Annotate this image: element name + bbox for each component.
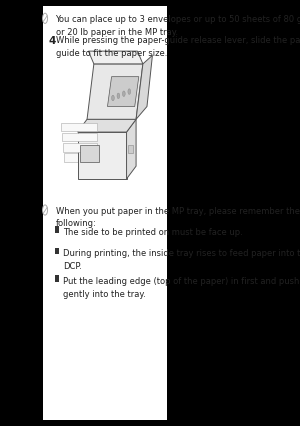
FancyBboxPatch shape — [128, 145, 134, 153]
Polygon shape — [87, 64, 143, 119]
Polygon shape — [77, 132, 127, 179]
Polygon shape — [64, 153, 97, 162]
Text: During printing, the inside tray rises to feed paper into the: During printing, the inside tray rises t… — [63, 249, 300, 258]
Text: or 20 lb paper in the MP tray.: or 20 lb paper in the MP tray. — [56, 28, 178, 37]
Polygon shape — [63, 143, 97, 152]
Polygon shape — [88, 51, 143, 64]
Circle shape — [128, 89, 130, 94]
Polygon shape — [127, 119, 136, 179]
Text: 4: 4 — [48, 36, 56, 46]
Polygon shape — [61, 123, 97, 131]
Polygon shape — [62, 133, 97, 141]
Text: The side to be printed on must be face up.: The side to be printed on must be face u… — [63, 228, 243, 237]
Circle shape — [122, 91, 125, 96]
FancyBboxPatch shape — [43, 6, 166, 420]
Polygon shape — [107, 77, 139, 106]
Circle shape — [117, 93, 120, 98]
Text: Put the leading edge (top of the paper) in first and push it: Put the leading edge (top of the paper) … — [63, 277, 300, 286]
Text: When you put paper in the MP tray, please remember the: When you put paper in the MP tray, pleas… — [56, 207, 299, 216]
Text: gently into the tray.: gently into the tray. — [63, 290, 146, 299]
FancyBboxPatch shape — [55, 248, 59, 254]
Text: You can place up to 3 envelopes or up to 50 sheets of 80 g/m²: You can place up to 3 envelopes or up to… — [56, 15, 300, 24]
FancyBboxPatch shape — [55, 275, 59, 282]
Text: DCP.: DCP. — [63, 262, 82, 271]
Text: following:: following: — [56, 219, 96, 228]
Text: guide to fit the paper size.: guide to fit the paper size. — [56, 49, 167, 58]
FancyBboxPatch shape — [80, 145, 99, 162]
Polygon shape — [136, 55, 152, 119]
Polygon shape — [77, 119, 136, 132]
FancyBboxPatch shape — [55, 226, 59, 233]
Circle shape — [112, 95, 114, 101]
Text: While pressing the paper-guide release lever, slide the paper: While pressing the paper-guide release l… — [56, 36, 300, 45]
